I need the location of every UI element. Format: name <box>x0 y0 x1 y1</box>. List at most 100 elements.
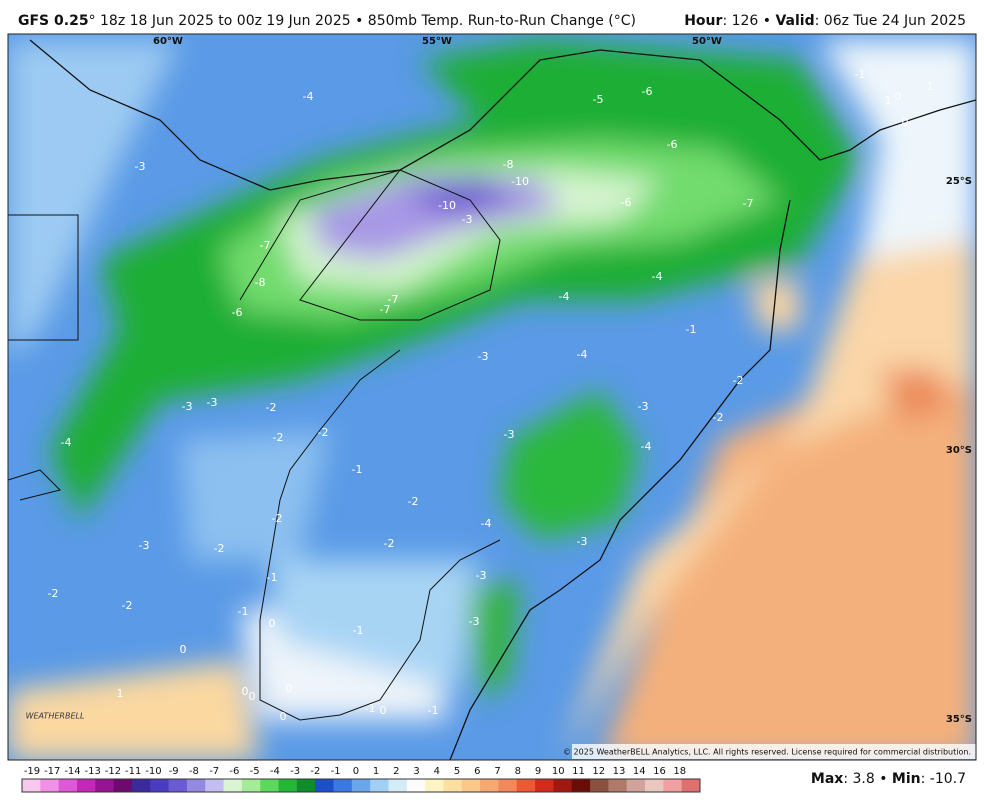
colorbar-label: -1 <box>331 766 341 777</box>
header-title: GFS 0.25° 18z 18 Jun 2025 to 00z 19 Jun … <box>18 13 636 29</box>
contour-label: -3 <box>207 396 218 409</box>
title: ° 18z 18 Jun 2025 to 00z 19 Jun 2025 • 8… <box>89 13 636 29</box>
colorbar-label: 8 <box>515 766 521 777</box>
colorbar-swatch <box>425 779 444 792</box>
contour-label: -2 <box>408 495 419 508</box>
contour-label: -10 <box>438 199 456 212</box>
colorbar-swatch <box>168 779 188 792</box>
colorbar-label: 1 <box>373 766 379 777</box>
contour-label: -3 <box>478 350 489 363</box>
boundaries <box>8 39 976 760</box>
colorbar-label: -6 <box>229 766 239 777</box>
contour-label: -3 <box>577 535 588 548</box>
colorbar-swatch <box>461 779 481 792</box>
contour-label: -6 <box>621 196 632 209</box>
contour-label: -3 <box>638 400 649 413</box>
contour-label: 1 <box>117 687 124 700</box>
contour-label: -4 <box>481 517 492 530</box>
text-part: Hour <box>684 13 722 29</box>
contour-label: -3 <box>182 400 193 413</box>
contour-label: -1 <box>686 323 697 336</box>
contour-label: 0 <box>286 682 293 695</box>
colorbar-label: 12 <box>592 766 605 777</box>
colorbar-swatch <box>95 779 115 792</box>
colorbar-label: -14 <box>64 766 80 777</box>
contour-label: -4 <box>61 436 72 449</box>
contour-label: 0 <box>902 116 909 129</box>
copyright-bg <box>572 744 976 759</box>
colorbar-label: -19 <box>24 766 40 777</box>
text-part: Valid <box>775 13 814 29</box>
contour-label: -3 <box>135 160 146 173</box>
contour-label: 0 <box>180 643 187 656</box>
text-part: : 06z Tue 24 Jun 2025 <box>815 13 966 29</box>
colorbar-label: -8 <box>189 766 199 777</box>
contour-label: -7 <box>260 239 271 252</box>
colorbar-swatch <box>626 779 646 792</box>
colorbar-label: 0 <box>353 766 359 777</box>
colorbar-swatch <box>315 779 335 792</box>
contour-label: -6 <box>642 85 653 98</box>
colorbar-label: -4 <box>270 766 280 777</box>
colorbar-swatch <box>388 779 408 792</box>
colorbar-swatch <box>296 779 316 792</box>
colorbar-label: 5 <box>454 766 460 777</box>
colorbar-swatch <box>443 779 463 792</box>
contour-label: -2 <box>122 599 133 612</box>
colorbar-swatch <box>590 779 609 792</box>
colorbar-label: 13 <box>613 766 626 777</box>
text-part: : -10.7 <box>921 771 966 787</box>
colorbar-swatch <box>608 779 628 792</box>
colorbar-swatch <box>480 779 499 792</box>
colorbar-swatch <box>553 779 573 792</box>
colorbar-label: -10 <box>145 766 161 777</box>
contour-label: -2 <box>272 512 283 525</box>
colorbar-swatch <box>40 779 60 792</box>
contour-label: -2 <box>713 411 724 424</box>
grid-label: 55°W <box>422 36 452 47</box>
colorbar-swatch <box>681 779 701 792</box>
contour-label: -1 <box>365 702 376 715</box>
colorbar-label: 14 <box>633 766 646 777</box>
contour-label: -4 <box>577 348 588 361</box>
colorbar-label: 6 <box>474 766 480 777</box>
contour-label: -6 <box>232 306 243 319</box>
colorbar-label: 3 <box>413 766 419 777</box>
text-part: Min <box>892 771 921 787</box>
contour-label: -1 <box>238 605 249 618</box>
contour-label: -3 <box>469 615 480 628</box>
contour-label: 0 <box>242 685 249 698</box>
colorbar-label: 11 <box>572 766 585 777</box>
colorbar-swatch <box>498 779 518 792</box>
contour-labels: -4 -5-6-11 010-3 -8-10-6-6 -7-10-3-7-8-6-7-7… <box>48 68 934 723</box>
grid-label: 60°W <box>153 36 183 47</box>
colorbar-label: -17 <box>44 766 60 777</box>
contour-label: -1 <box>353 624 364 637</box>
colorbar-label: 16 <box>653 766 666 777</box>
colorbar-label: -11 <box>125 766 141 777</box>
colorbar-label: -13 <box>85 766 101 777</box>
colorbar-swatch <box>76 779 96 792</box>
contour-label: -1 <box>855 68 866 81</box>
contour-label: -2 <box>214 542 225 555</box>
contour-label: -1 <box>267 571 278 584</box>
text-part: Max <box>811 771 843 787</box>
contour-label: -4 <box>652 270 663 283</box>
colorbar-label: -5 <box>250 766 260 777</box>
grid-labels: 60°W 55°W 50°W 25°S 30°S 35°S <box>153 36 972 725</box>
colorbar-label: 7 <box>494 766 500 777</box>
contour-label: 0 <box>895 90 902 103</box>
contour-label: 1 <box>927 80 934 93</box>
colorbar-swatch <box>351 779 371 792</box>
contour-label: 0 <box>280 710 287 723</box>
colorbar-swatch <box>333 779 353 792</box>
colorbar-swatch <box>22 779 41 792</box>
colorbar-swatch <box>516 779 536 792</box>
contour-label: -3 <box>476 569 487 582</box>
contour-label: 0 <box>380 704 387 717</box>
contour-label: -7 <box>380 303 391 316</box>
colorbar-label: 10 <box>552 766 565 777</box>
contour-label: -2 <box>384 537 395 550</box>
colorbar-label: -9 <box>169 766 179 777</box>
colorbar-swatch <box>58 779 78 792</box>
